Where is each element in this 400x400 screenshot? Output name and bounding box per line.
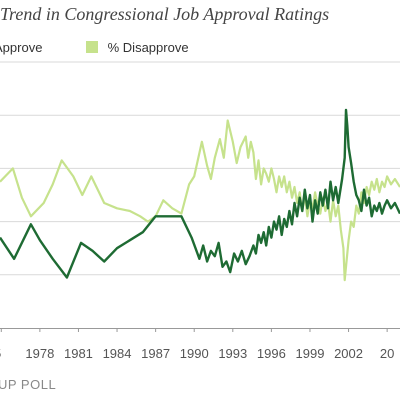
x-tick-label-10: 20: [380, 346, 394, 361]
legend-label-disapprove: % Disapprove: [107, 40, 189, 55]
x-tick-label-0: 75: [0, 346, 1, 361]
series-line-disapprove: [0, 119, 400, 282]
chart-title: Trend in Congressional Job Approval Rati…: [0, 4, 330, 24]
x-tick-label-1: 1978: [25, 346, 54, 361]
source-footer: UP POLL: [0, 377, 57, 392]
legend-item-approve: Approve: [0, 40, 42, 55]
chart-legend: Approve % Disapprove: [0, 40, 400, 60]
x-axis: 75 1978 1981 1984 1987 1990 1993 1996 1999 2002 20: [0, 328, 400, 361]
x-tick-label-8: 1999: [296, 346, 325, 361]
legend-item-disapprove: % Disapprove: [86, 40, 189, 55]
x-tick-label-7: 1996: [257, 346, 286, 361]
legend-label-approve: Approve: [0, 40, 43, 55]
x-tick-label-2: 1981: [64, 346, 93, 361]
legend-swatch-disapprove: [86, 41, 98, 53]
x-tick-label-3: 1984: [103, 346, 132, 361]
x-tick-label-6: 1993: [218, 346, 247, 361]
x-tick-label-4: 1987: [141, 346, 170, 361]
x-tick-label-9: 2002: [334, 346, 363, 361]
x-tick-label-5: 1990: [180, 346, 209, 361]
series-line-approve: [0, 108, 400, 279]
chart-gridlines: [0, 61, 400, 276]
chart-series: [0, 108, 400, 282]
